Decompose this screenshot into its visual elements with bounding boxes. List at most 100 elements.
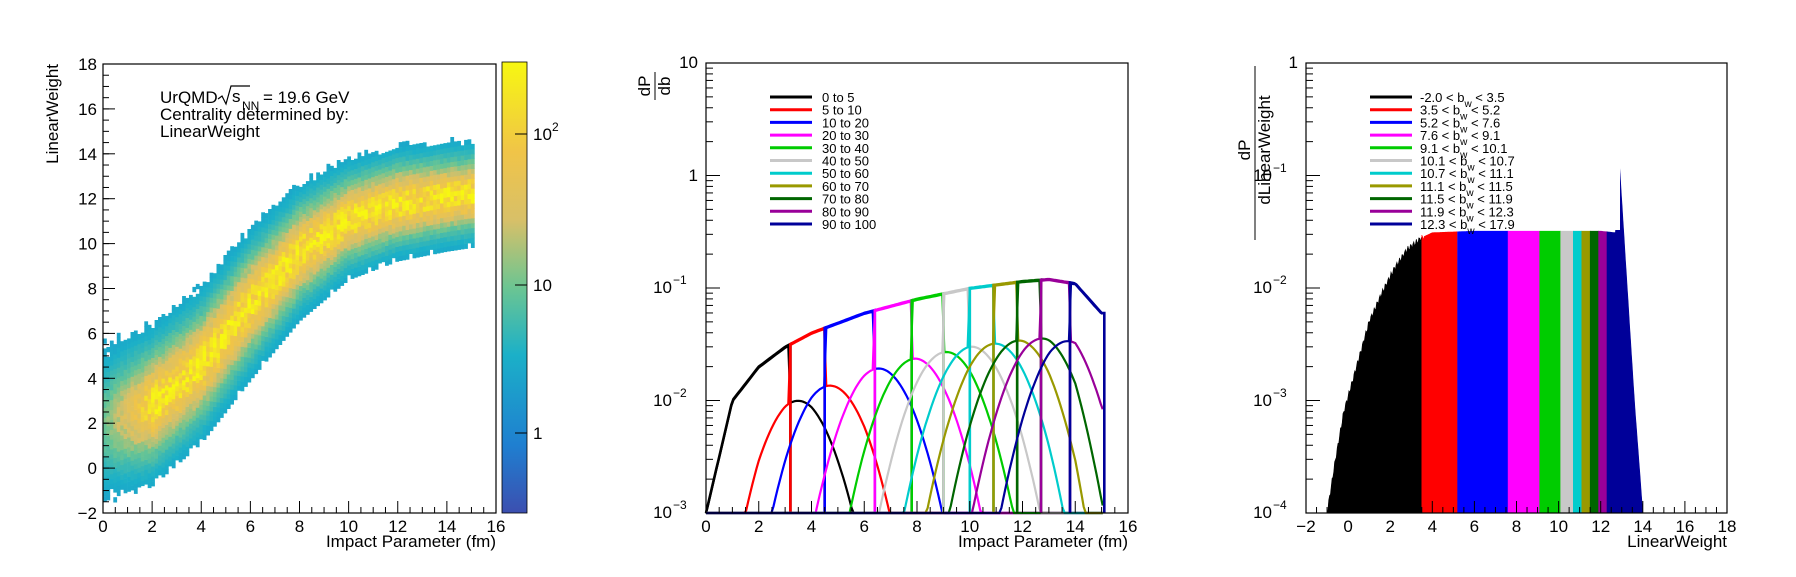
heatmap-cell	[178, 323, 183, 329]
heatmap-cell	[182, 454, 186, 460]
heatmap-cell	[409, 209, 413, 215]
heatmap-cell	[247, 317, 252, 324]
heatmap-cell	[185, 362, 190, 368]
heatmap-cell	[460, 194, 465, 200]
heatmap-cell	[450, 191, 455, 197]
heatmap-cell	[340, 196, 345, 202]
heatmap-cell	[144, 336, 149, 342]
heatmap-cell	[443, 162, 448, 169]
heatmap-cell	[189, 314, 193, 320]
heatmap-cell	[288, 189, 293, 195]
heatmap-cell	[240, 386, 245, 392]
heatmap-cell	[164, 325, 169, 332]
heatmap-cell	[312, 284, 317, 290]
heatmap-cell	[412, 248, 417, 254]
heatmap-cell	[405, 209, 410, 216]
heatmap-cell	[213, 273, 217, 279]
heatmap-cell	[429, 195, 434, 201]
heatmap-cell	[103, 383, 107, 389]
heatmap-cell	[192, 410, 197, 416]
heatmap-cell	[133, 473, 138, 480]
heatmap-cell	[257, 290, 262, 296]
heatmap-cell	[185, 312, 190, 318]
heatmap-cell	[226, 250, 231, 256]
heatmap-cell	[288, 297, 293, 303]
heatmap-cell	[151, 421, 155, 428]
heatmap-cell	[127, 471, 131, 477]
heatmap-cell	[295, 235, 300, 241]
heatmap-cell	[299, 221, 303, 227]
heatmap-cell	[154, 428, 159, 434]
heatmap-cell	[164, 375, 169, 381]
heatmap-cell	[254, 279, 259, 286]
heatmap-cell	[364, 238, 369, 244]
heatmap-cell	[378, 213, 382, 219]
heatmap-cell	[343, 164, 348, 170]
heatmap-cell	[164, 409, 169, 416]
heatmap-cell	[185, 401, 190, 407]
heatmap-cell	[171, 418, 176, 424]
dpdb-xtick-label: 2	[754, 517, 763, 536]
heatmap-cell	[230, 265, 234, 272]
heatmap-cell	[178, 318, 183, 324]
heatmap-cell	[195, 328, 200, 334]
heatmap-cell	[113, 447, 118, 454]
heatmap-cell	[219, 318, 224, 324]
heatmap-cell	[223, 294, 228, 300]
heatmap-cell	[158, 425, 162, 431]
dpdb-legend-label: 90 to 100	[822, 217, 876, 232]
heatmap-cell	[164, 360, 169, 366]
dpdb-ytick-1e-1: 10 −1	[653, 273, 687, 297]
heatmap-cell	[164, 399, 169, 406]
heatmap-cell	[223, 334, 228, 340]
heatmap-cell	[268, 288, 272, 294]
heatmap-cell	[209, 277, 214, 283]
heatmap-cell	[106, 356, 111, 363]
heatmap-cell	[151, 476, 155, 482]
heatmap-cell	[223, 383, 228, 389]
heatmap-cell	[457, 205, 461, 211]
heatmap-cell	[140, 441, 145, 447]
heatmap-cell	[216, 397, 221, 403]
heatmap-cell	[426, 195, 430, 202]
heatmap-cell	[123, 483, 128, 489]
heatmap-cell	[453, 205, 458, 211]
heatmap-cell	[326, 163, 331, 170]
heatmap-ytick-label: 12	[78, 190, 97, 209]
heatmap-cell	[178, 363, 183, 369]
heatmap-cell	[127, 343, 131, 349]
heatmap-cell	[247, 273, 252, 279]
heatmap-cell	[199, 379, 204, 385]
heatmap-cell	[422, 181, 427, 188]
heatmap-cell	[446, 147, 451, 153]
heatmap-cell	[158, 460, 162, 466]
heatmap-cell	[140, 357, 145, 363]
heatmap-cell	[154, 399, 159, 405]
heatmap-cell	[288, 228, 293, 234]
heatmap-cell	[223, 304, 228, 310]
heatmap-cell	[422, 157, 427, 163]
heatmap-cell	[412, 188, 417, 195]
heatmap-cell	[189, 344, 193, 350]
heatmap-cell	[467, 223, 472, 229]
heatmap-cell	[347, 156, 351, 162]
heatmap-cell	[395, 236, 400, 243]
heatmap-cell	[343, 188, 348, 195]
heatmap-cell	[230, 246, 234, 252]
heatmap-cell	[316, 295, 320, 302]
heatmap-cell	[391, 223, 396, 229]
heatmap-cell	[450, 186, 455, 192]
heatmap-cell	[433, 239, 437, 245]
heatmap-cell	[113, 393, 118, 399]
heatmap-cell	[391, 159, 396, 165]
heatmap-cell	[281, 306, 286, 312]
heatmap-cell	[354, 227, 358, 234]
heatmap-cell	[281, 236, 286, 243]
heatmap-cell	[237, 286, 241, 292]
heatmap-cell	[182, 444, 186, 450]
heatmap-cell	[250, 303, 255, 310]
heatmap-cell	[319, 238, 324, 244]
heatmap-cell	[189, 418, 193, 424]
dpdb-series-bin	[942, 286, 972, 513]
heatmap-cell	[250, 249, 255, 255]
